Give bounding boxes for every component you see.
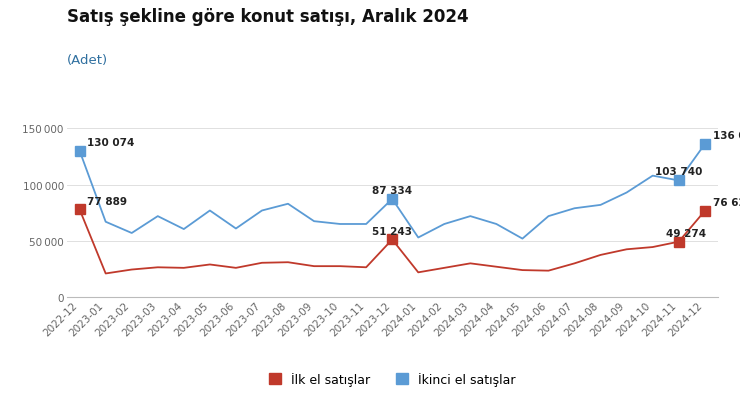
Text: 76 629: 76 629 [713, 197, 740, 207]
Text: 103 740: 103 740 [655, 167, 702, 177]
Text: 77 889: 77 889 [87, 196, 127, 206]
Text: 87 334: 87 334 [372, 185, 412, 195]
Legend: İlk el satışlar, İkinci el satışlar: İlk el satışlar, İkinci el satışlar [269, 372, 516, 386]
Text: 49 274: 49 274 [667, 228, 707, 238]
Text: 130 074: 130 074 [87, 138, 135, 147]
Text: (Adet): (Adet) [67, 54, 108, 66]
Text: 136 008: 136 008 [713, 131, 740, 141]
Text: Satış şekline göre konut satışı, Aralık 2024: Satış şekline göre konut satışı, Aralık … [67, 8, 468, 26]
Text: 51 243: 51 243 [372, 226, 412, 236]
